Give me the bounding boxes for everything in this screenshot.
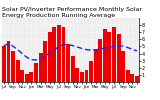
Bar	[117, 34, 120, 82]
Bar	[94, 49, 98, 82]
Bar	[7, 42, 10, 82]
Bar	[98, 39, 102, 82]
Bar	[62, 26, 65, 82]
Text: Solar PV/Inverter Performance Monthly Solar Energy Production Running Average: Solar PV/Inverter Performance Monthly So…	[2, 7, 142, 18]
Bar	[52, 27, 56, 82]
Bar	[11, 51, 15, 82]
Bar	[121, 51, 125, 82]
Bar	[103, 29, 107, 82]
Bar	[66, 44, 70, 82]
Bar	[39, 53, 43, 82]
Bar	[57, 25, 61, 82]
Bar	[71, 56, 75, 82]
Bar	[84, 70, 88, 82]
Bar	[75, 68, 79, 82]
Bar	[34, 63, 38, 82]
Bar	[16, 60, 20, 82]
Bar	[20, 70, 24, 82]
Bar	[130, 74, 134, 82]
Bar	[2, 46, 6, 82]
Bar	[80, 72, 84, 82]
Bar	[112, 27, 116, 82]
Bar	[29, 72, 33, 82]
Bar	[43, 41, 47, 82]
Bar	[107, 32, 111, 82]
Bar	[135, 76, 139, 82]
Bar	[48, 32, 52, 82]
Bar	[126, 70, 130, 82]
Bar	[89, 61, 93, 82]
Bar	[25, 74, 29, 82]
